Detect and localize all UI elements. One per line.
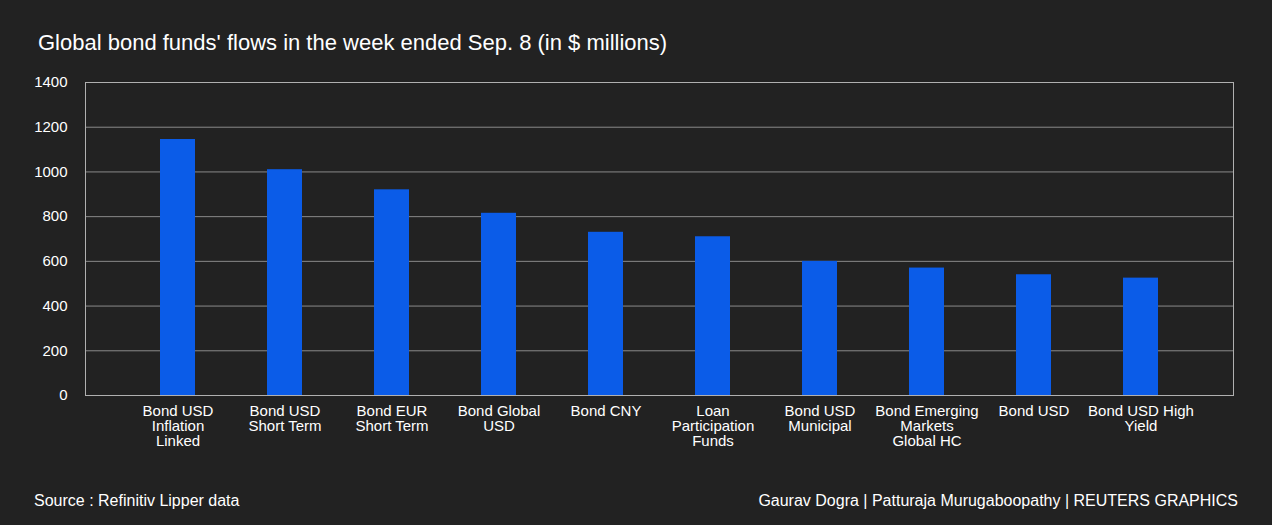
html-text:Source : Refinitiv Lipper data: Source : Refinitiv Lipper data	[34, 492, 240, 509]
svg-text:1000: 1000	[34, 163, 67, 180]
svg-text:800: 800	[42, 207, 67, 224]
svg-text:Bond USDShort Term: Bond USDShort Term	[248, 402, 321, 434]
svg-text:1200: 1200	[34, 118, 67, 135]
svg-text:Bond CNY: Bond CNY	[571, 402, 642, 419]
svg-text:400: 400	[42, 297, 67, 314]
svg-text:LoanParticipationFunds: LoanParticipationFunds	[672, 402, 755, 449]
svg-text:600: 600	[42, 252, 67, 269]
svg-text:Bond EmergingMarketsGlobal HC: Bond EmergingMarketsGlobal HC	[875, 402, 978, 449]
svg-text:Bond EURShort Term: Bond EURShort Term	[355, 402, 428, 434]
svg-text:200: 200	[42, 342, 67, 359]
html-text:Gaurav Dogra | Patturaja Murug: Gaurav Dogra | Patturaja Murugaboopathy …	[758, 492, 1238, 509]
svg-text:0: 0	[59, 386, 67, 403]
svg-text:Bond USD HighYield: Bond USD HighYield	[1088, 402, 1194, 434]
svg-text:Bond USD: Bond USD	[999, 402, 1070, 419]
svg-text:Bond USDInflationLinked: Bond USDInflationLinked	[143, 402, 214, 449]
html-text:Global bond funds' flows in th: Global bond funds' flows in the week end…	[38, 30, 668, 55]
svg-text:1400: 1400	[34, 73, 67, 90]
svg-text:Bond USDMunicipal: Bond USDMunicipal	[785, 402, 856, 434]
svg-text:Bond GlobalUSD: Bond GlobalUSD	[458, 402, 541, 434]
